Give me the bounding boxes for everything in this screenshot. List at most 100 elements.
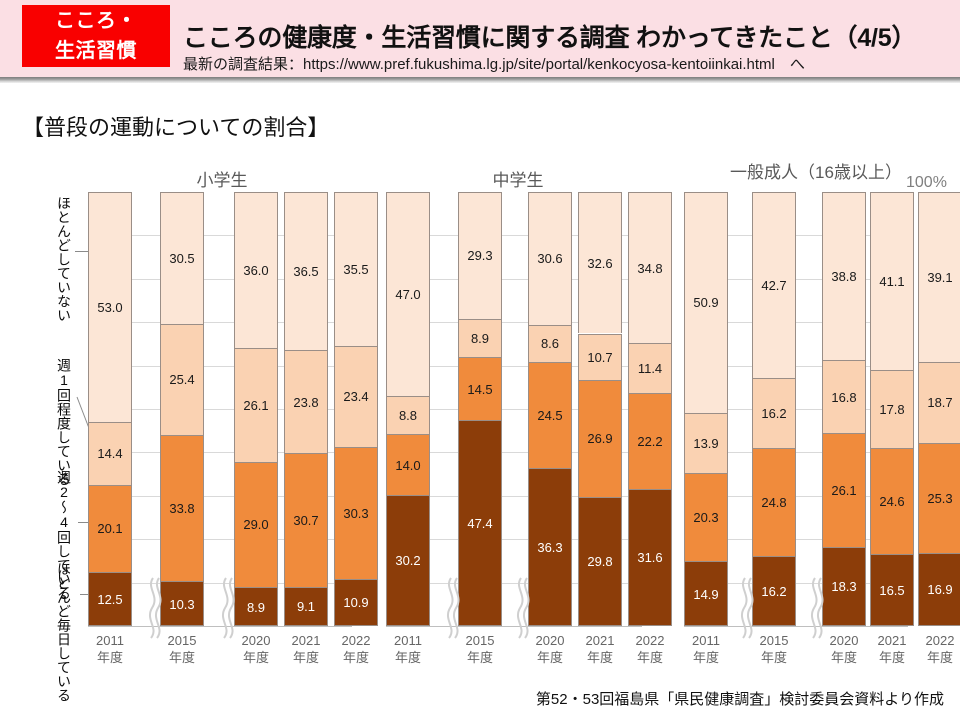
gridline: [88, 322, 352, 323]
bar-segment[interactable]: 30.5: [160, 192, 204, 325]
bar-segment[interactable]: 24.6: [870, 447, 914, 555]
bar-value-label: 17.8: [879, 402, 905, 418]
bar-segment[interactable]: 53.0: [88, 192, 132, 423]
bar-segment[interactable]: 24.5: [528, 362, 572, 469]
bar-segment[interactable]: 16.2: [752, 377, 796, 449]
stacked-bar[interactable]: 30.2 14.0 8.8 47.0: [386, 192, 430, 626]
bar-segment[interactable]: 13.9: [684, 412, 728, 474]
bar-segment[interactable]: 30.7: [284, 453, 328, 587]
bar-segment[interactable]: 33.8: [160, 434, 204, 582]
stacked-bar[interactable]: 8.9 29.0 26.1 36.0: [234, 192, 278, 626]
chart-title-juniorhigh: 中学生: [492, 171, 544, 190]
bar-segment[interactable]: 14.0: [386, 434, 430, 495]
bar-segment[interactable]: 14.9: [684, 561, 728, 626]
bar-segment[interactable]: 17.8: [870, 370, 914, 448]
bar-value-label: 16.9: [927, 582, 953, 598]
stacked-bar[interactable]: 16.2 24.8 16.2 42.7: [752, 192, 796, 626]
bar-segment[interactable]: 25.3: [918, 442, 960, 553]
stacked-bar[interactable]: 31.6 22.2 11.4 34.8: [628, 192, 672, 626]
bar-segment[interactable]: 14.5: [458, 357, 502, 421]
x-tick-line: 2022: [635, 633, 665, 648]
bar-segment[interactable]: 47.4: [458, 420, 502, 626]
bar-segment[interactable]: 8.8: [386, 396, 430, 435]
x-tick-line: 年度: [342, 650, 369, 665]
header-badge-line1: こころ・: [55, 10, 137, 32]
bar-segment[interactable]: 26.1: [822, 433, 866, 547]
bar-segment[interactable]: 30.3: [334, 447, 378, 579]
bar-segment[interactable]: 34.8: [628, 192, 672, 344]
bar-segment[interactable]: 36.5: [284, 191, 328, 350]
bar-value-label: 11.4: [637, 360, 663, 376]
stacked-bar[interactable]: 47.4 14.5 8.9 29.3: [458, 191, 502, 626]
bar-value-label: 24.5: [537, 408, 563, 424]
stacked-bar[interactable]: 9.1 30.7 23.8 36.5: [284, 191, 328, 626]
bar-value-label: 30.6: [537, 251, 563, 267]
bar-segment[interactable]: 14.4: [88, 422, 132, 485]
bar-value-label: 47.0: [395, 287, 421, 302]
gridline: [684, 366, 908, 367]
bar-segment[interactable]: 26.1: [234, 348, 278, 462]
bar-value-label: 16.8: [831, 389, 857, 405]
bar-segment[interactable]: 39.1: [918, 192, 960, 362]
x-tick-line: 2020: [829, 633, 859, 648]
bar-segment[interactable]: 42.7: [752, 192, 796, 378]
x-tick-line: 2015: [465, 633, 495, 648]
bar-segment[interactable]: 29.0: [234, 461, 278, 588]
bar-segment[interactable]: 8.9: [234, 587, 278, 626]
bar-segment[interactable]: 9.1: [284, 586, 328, 626]
bar-segment[interactable]: 35.5: [334, 191, 378, 346]
stacked-bar[interactable]: 14.9 20.3 13.9 50.9: [684, 192, 728, 626]
bar-segment[interactable]: 29.3: [458, 191, 502, 319]
bar-segment[interactable]: 25.4: [160, 324, 204, 435]
bar-segment[interactable]: 30.6: [528, 192, 572, 325]
x-axis-tick: 2020 年度: [816, 632, 872, 666]
bar-segment[interactable]: 30.2: [386, 494, 430, 626]
stacked-bar[interactable]: 29.8 26.9 10.7 32.6: [578, 192, 622, 626]
stacked-bar[interactable]: 10.9 30.3 23.4 35.5: [334, 191, 378, 626]
bar-segment[interactable]: 29.8: [578, 496, 622, 626]
bar-segment[interactable]: 24.8: [752, 448, 796, 556]
bar-value-label: 34.8: [637, 260, 663, 276]
bar-segment[interactable]: 20.1: [88, 484, 132, 572]
bar-segment[interactable]: 20.3: [684, 473, 728, 562]
bar-segment[interactable]: 8.9: [458, 318, 502, 358]
plot-area-juniorhigh: 30.2 14.0 8.8 47.0 47.4 14.5 8.9 29.3 36.3 24.5 8.…: [386, 191, 672, 627]
bar-segment[interactable]: 16.9: [918, 552, 960, 626]
x-tick-line: 年度: [586, 650, 613, 665]
leader-line-1: [75, 251, 97, 252]
bar-segment[interactable]: 16.8: [822, 360, 866, 434]
stacked-bar[interactable]: 18.3 26.1 16.8 38.8: [822, 192, 866, 626]
stacked-bar[interactable]: 16.9 25.3 18.7 39.1: [918, 192, 960, 626]
bar-segment[interactable]: 36.0: [234, 192, 278, 349]
bar-segment[interactable]: 23.8: [284, 350, 328, 454]
x-tick-line: 2022: [925, 633, 955, 648]
bar-segment[interactable]: 31.6: [628, 488, 672, 626]
bar-segment[interactable]: 50.9: [684, 192, 728, 413]
x-axis-tick: 2011 年度: [380, 632, 436, 666]
bar-segment[interactable]: 18.7: [918, 361, 960, 443]
bar-segment[interactable]: 26.9: [578, 379, 622, 497]
bar-segment[interactable]: 12.5: [88, 571, 132, 626]
bar-value-label: 26.1: [831, 482, 857, 498]
bar-segment[interactable]: 10.7: [578, 333, 622, 380]
bar-segment[interactable]: 32.6: [578, 192, 622, 334]
section-title: 【普段の運動についての割合】: [22, 115, 330, 140]
bar-value-label: 26.1: [243, 397, 269, 413]
bar-segment[interactable]: 23.4: [334, 345, 378, 448]
axis-break-mark: [222, 577, 235, 639]
stacked-bar[interactable]: 10.3 33.8 25.4 30.5: [160, 192, 204, 626]
bar-segment[interactable]: 47.0: [386, 192, 430, 396]
stacked-bar[interactable]: 16.5 24.6 17.8 41.1: [870, 192, 914, 626]
bar-segment[interactable]: 8.6: [528, 324, 572, 363]
bar-segment[interactable]: 22.2: [628, 392, 672, 489]
bar-segment[interactable]: 10.9: [334, 578, 378, 626]
bar-segment[interactable]: 38.8: [822, 192, 866, 361]
bar-segment[interactable]: 41.1: [870, 192, 914, 371]
bar-segment[interactable]: 11.4: [628, 343, 672, 393]
bar-value-label: 25.3: [927, 490, 953, 506]
header-badge-line2: 生活習慣: [55, 40, 137, 62]
stacked-bar[interactable]: 36.3 24.5 8.6 30.6: [528, 192, 572, 626]
stacked-bar[interactable]: 12.5 20.1 14.4 53.0: [88, 192, 132, 626]
bar-value-label: 16.2: [761, 583, 787, 599]
bar-segment[interactable]: 16.5: [870, 554, 914, 626]
